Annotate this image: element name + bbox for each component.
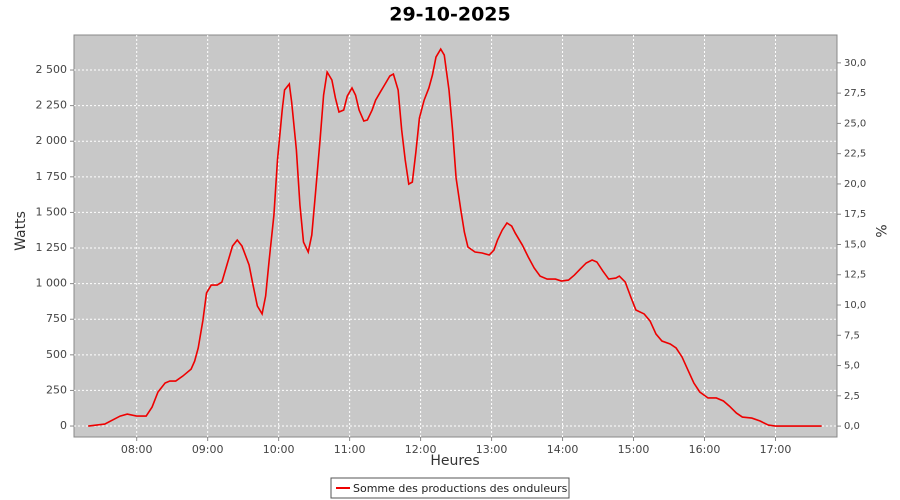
y2-tick-label: 10,0 — [844, 300, 866, 311]
legend-label: Somme des productions des onduleurs — [353, 482, 568, 495]
y-tick-label: 2 250 — [36, 99, 68, 112]
x-tick-label: 12:00 — [405, 443, 437, 456]
legend: Somme des productions des onduleurs — [330, 477, 570, 499]
x-tick-label: 11:00 — [334, 443, 366, 456]
y-tick-label: 750 — [46, 312, 67, 325]
y2-tick-label: 30,0 — [844, 58, 866, 69]
chart-title: 29-10-2025 — [389, 4, 511, 26]
y2-tick-label: 20,0 — [844, 179, 866, 190]
x-tick-label: 16:00 — [689, 443, 721, 456]
y2-tick-label: 0,0 — [844, 421, 860, 432]
y-tick-label: 1 000 — [36, 277, 68, 290]
legend-box — [330, 477, 570, 499]
y2-tick-label: 25,0 — [844, 118, 866, 129]
y-tick-label: 0 — [60, 419, 67, 432]
y2-tick-label: 22,5 — [844, 149, 866, 160]
data-line — [88, 47, 822, 427]
x-tick-label: 15:00 — [618, 443, 650, 456]
x-tick-label: 09:00 — [192, 443, 224, 456]
y2-tick-label: 15,0 — [844, 239, 866, 250]
y-axis-label: Watts — [13, 211, 29, 251]
y-tick-label: 250 — [46, 383, 67, 396]
y2-tick-label: 2,5 — [844, 391, 860, 402]
x-tick-label: 08:00 — [121, 443, 153, 456]
y-tick-label: 500 — [46, 348, 67, 361]
y2-tick-label: 12,5 — [844, 270, 866, 281]
x-tick-label: 14:00 — [547, 443, 579, 456]
y-tick-label: 1 500 — [36, 205, 68, 218]
x-tick-label: 17:00 — [760, 443, 792, 456]
y-tick-label: 1 250 — [36, 241, 68, 254]
y2-axis-label: % — [872, 224, 888, 237]
x-tick-label: 13:00 — [476, 443, 508, 456]
y2-tick-label: 7,5 — [844, 330, 860, 341]
x-axis-label: Heures — [430, 453, 479, 469]
y2-tick-label: 17,5 — [844, 209, 866, 220]
y-tick-label: 2 500 — [36, 63, 68, 76]
y2-tick-label: 27,5 — [844, 88, 866, 99]
x-tick-label: 10:00 — [263, 443, 295, 456]
y-tick-label: 2 000 — [36, 134, 68, 147]
plot-area — [73, 34, 838, 438]
y2-tick-label: 5,0 — [844, 361, 860, 372]
y-tick-label: 1 750 — [36, 170, 68, 183]
